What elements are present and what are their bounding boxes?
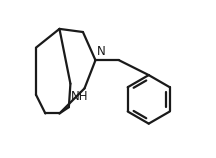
- Text: N: N: [97, 45, 106, 58]
- Text: NH: NH: [71, 90, 89, 103]
